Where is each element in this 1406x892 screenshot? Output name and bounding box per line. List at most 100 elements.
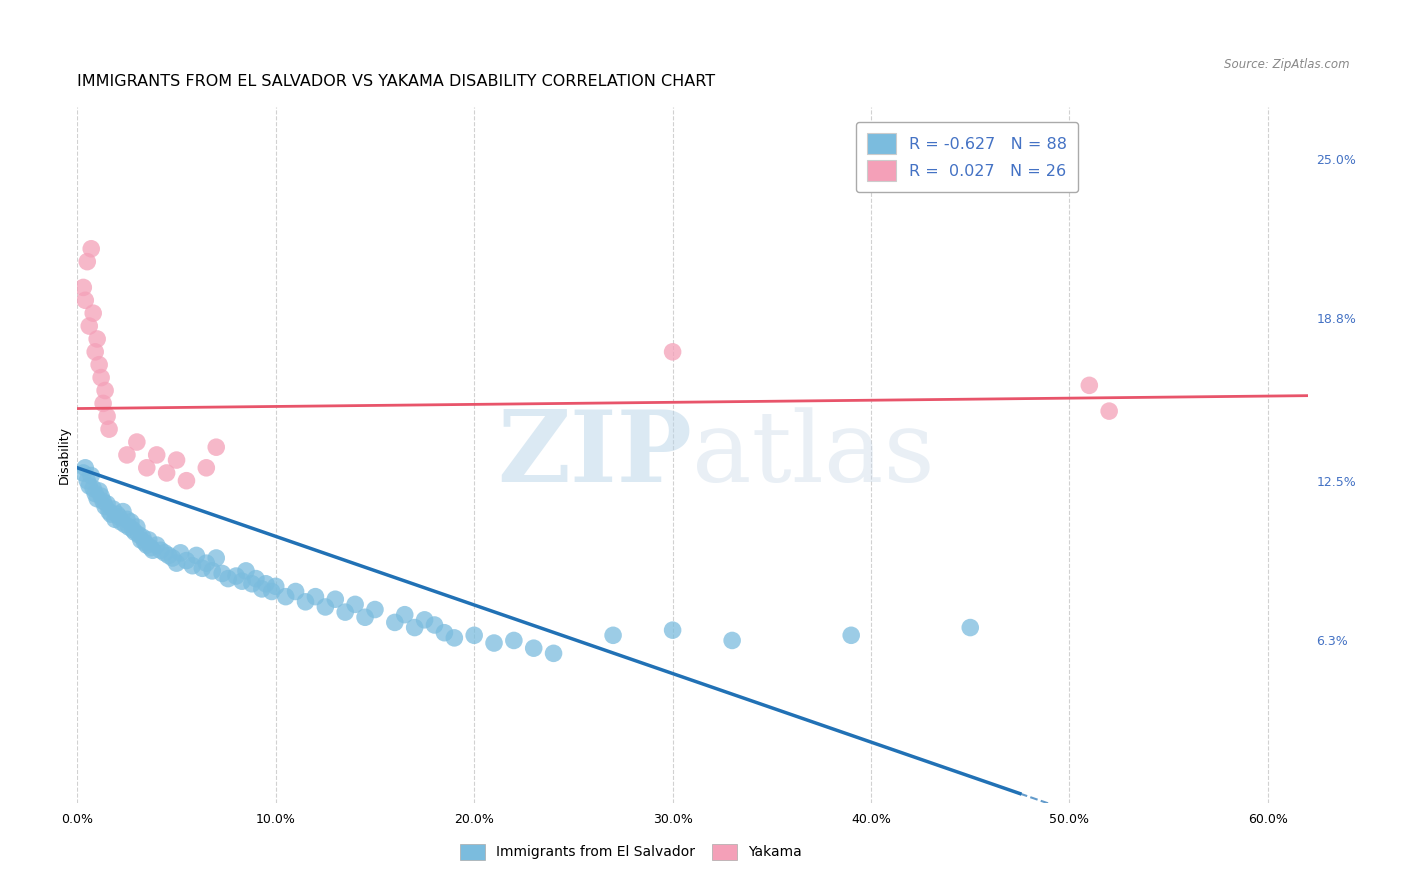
Point [120, 515, 142, 529]
Point [145, 448, 167, 462]
Point [543, 646, 565, 660]
Point [80, 468, 103, 483]
Point [104, 512, 127, 526]
Point [384, 615, 406, 630]
Point [128, 528, 150, 542]
Point [661, 623, 683, 637]
Point [235, 564, 257, 578]
Point [225, 569, 247, 583]
Point [195, 460, 218, 475]
Point [75, 460, 97, 475]
Point [91, 396, 114, 410]
Point [156, 466, 179, 480]
Point [135, 460, 157, 475]
Point [260, 584, 283, 599]
Point [959, 621, 981, 635]
Point [176, 553, 198, 567]
Point [115, 512, 138, 526]
Point [1078, 378, 1101, 392]
Point [166, 453, 188, 467]
Point [86, 332, 108, 346]
Point [354, 610, 377, 624]
Legend: Immigrants from El Salvador, Yakama: Immigrants from El Salvador, Yakama [454, 838, 807, 865]
Point [89, 358, 111, 372]
Text: atlas: atlas [693, 407, 935, 503]
Point [82, 306, 104, 320]
Y-axis label: Disability: Disability [58, 425, 70, 484]
Point [72, 280, 94, 294]
Point [108, 509, 131, 524]
Point [523, 641, 546, 656]
Point [294, 595, 316, 609]
Point [217, 572, 239, 586]
Point [502, 633, 524, 648]
Point [245, 572, 267, 586]
Point [254, 576, 277, 591]
Point [72, 466, 94, 480]
Point [111, 505, 134, 519]
Point [110, 515, 132, 529]
Point [274, 590, 297, 604]
Point [94, 384, 117, 398]
Point [129, 533, 152, 547]
Point [344, 598, 367, 612]
Point [166, 556, 188, 570]
Point [162, 551, 184, 566]
Point [125, 520, 148, 534]
Point [602, 628, 624, 642]
Point [463, 628, 485, 642]
Point [404, 621, 426, 635]
Point [100, 507, 122, 521]
Point [186, 549, 208, 563]
Point [323, 592, 346, 607]
Point [205, 551, 228, 566]
Point [76, 254, 98, 268]
Point [84, 486, 107, 500]
Point [201, 564, 224, 578]
Point [96, 497, 118, 511]
Text: ZIP: ZIP [498, 407, 693, 503]
Point [169, 546, 191, 560]
Point [139, 541, 162, 555]
Point [138, 533, 160, 547]
Point [149, 543, 172, 558]
Point [115, 448, 138, 462]
Point [191, 561, 214, 575]
Point [211, 566, 233, 581]
Point [122, 523, 145, 537]
Point [125, 435, 148, 450]
Point [335, 605, 357, 619]
Point [90, 489, 112, 503]
Point [176, 474, 198, 488]
Point [134, 535, 156, 549]
Point [76, 474, 98, 488]
Point [284, 584, 307, 599]
Point [181, 558, 204, 573]
Point [195, 556, 218, 570]
Point [364, 602, 387, 616]
Point [394, 607, 416, 622]
Text: Source: ZipAtlas.com: Source: ZipAtlas.com [1225, 58, 1350, 71]
Point [264, 579, 287, 593]
Point [661, 344, 683, 359]
Point [142, 543, 165, 558]
Point [82, 482, 104, 496]
Point [205, 440, 228, 454]
Point [86, 491, 108, 506]
Point [105, 507, 128, 521]
Point [1098, 404, 1121, 418]
Point [114, 517, 136, 532]
Point [304, 590, 326, 604]
Text: IMMIGRANTS FROM EL SALVADOR VS YAKAMA DISABILITY CORRELATION CHART: IMMIGRANTS FROM EL SALVADOR VS YAKAMA DI… [77, 74, 716, 89]
Point [98, 422, 121, 436]
Point [314, 599, 336, 614]
Point [89, 483, 111, 498]
Point [96, 409, 118, 424]
Point [240, 576, 263, 591]
Point [423, 618, 446, 632]
Point [443, 631, 465, 645]
Point [153, 546, 176, 560]
Point [145, 538, 167, 552]
Point [90, 370, 112, 384]
Point [231, 574, 253, 589]
